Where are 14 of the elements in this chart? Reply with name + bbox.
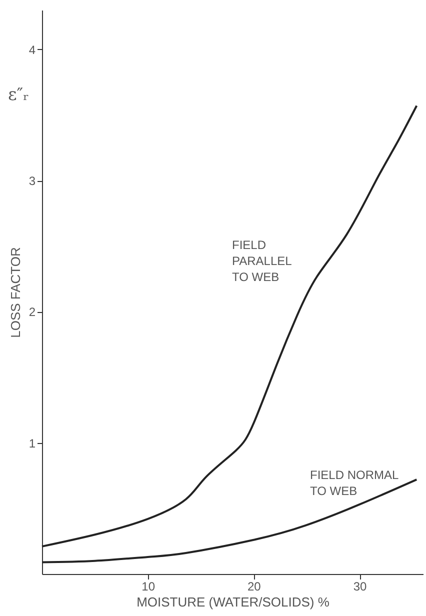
x-tick-label: 30: [353, 580, 367, 594]
y-tick-label: 2: [28, 305, 36, 320]
series-label: FIELD NORMAL TO WEB: [310, 468, 400, 498]
y-tick-label: 1: [28, 436, 36, 450]
text: ε″ᵣ: [8, 85, 30, 105]
y-axis-title: LOSS FACTOR: [8, 247, 23, 338]
x-axis-title: MOISTURE (WATER/SOLIDS) %: [136, 594, 330, 610]
line-series: [41, 478, 418, 564]
line-series: [41, 104, 418, 548]
y-tick-label: 4: [28, 42, 36, 57]
series-label: FIELD PARALLEL TO WEB: [232, 238, 292, 284]
y-tick-label: 3: [28, 174, 36, 188]
x-tick-label: 10: [142, 580, 156, 594]
x-tick-label: 20: [247, 580, 262, 594]
